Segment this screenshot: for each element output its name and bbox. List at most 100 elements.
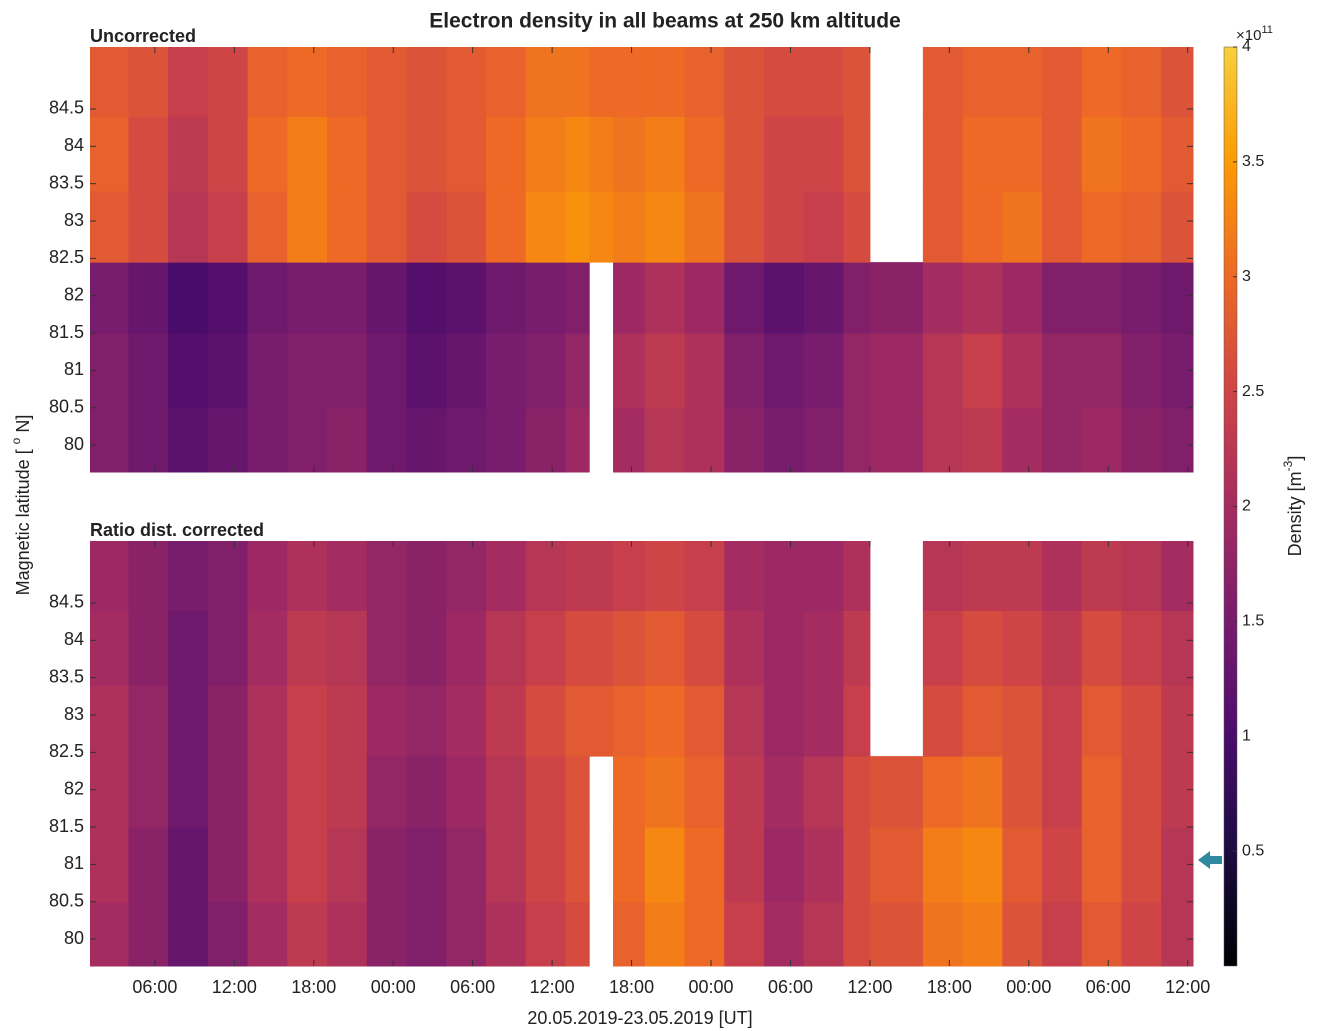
x-tick-label: 12:00 [212, 977, 257, 997]
heatmap-cell [1121, 756, 1162, 828]
heatmap-cell [1081, 610, 1122, 686]
y-tick-label: 81 [64, 359, 84, 379]
y-label-sup: o [9, 437, 23, 444]
heatmap-cell [1121, 407, 1162, 473]
x-tick-label: 06:00 [450, 977, 495, 997]
heatmap-cell [803, 541, 844, 611]
heatmap-cell [366, 333, 407, 409]
x-tick-label: 12:00 [847, 977, 892, 997]
heatmap-cell [287, 756, 328, 828]
heatmap-cell [247, 827, 288, 903]
heatmap-cell [366, 756, 407, 828]
heatmap-cell [684, 541, 725, 611]
heatmap-cell [1081, 262, 1122, 334]
heatmap-cell [724, 116, 765, 192]
heatmap-cell [525, 262, 566, 334]
heatmap-cell [644, 541, 686, 611]
heatmap-cell [962, 333, 1003, 409]
heatmap-cell [525, 191, 566, 263]
y-tick-label: 81.5 [49, 816, 84, 836]
heatmap-cell [922, 47, 964, 117]
heatmap-cell [1161, 116, 1194, 192]
heatmap-cell [1081, 756, 1122, 828]
heatmap-cell [644, 116, 686, 192]
heatmap-cell [922, 262, 964, 334]
heatmap-cell [247, 333, 288, 409]
heatmap-cell [565, 901, 590, 967]
heatmap-cell [565, 262, 590, 334]
heatmap-cell [128, 541, 169, 611]
heatmap-cell [90, 541, 129, 611]
multiplier: ×10 [1236, 27, 1261, 44]
heatmap-cell [1121, 262, 1162, 334]
heatmap-cell [724, 827, 765, 903]
heatmap-cell [803, 116, 844, 192]
heatmap-cell [1081, 333, 1122, 409]
heatmap-cell [1161, 901, 1194, 967]
heatmap-cell [1002, 407, 1043, 473]
heatmap-cell [1002, 47, 1043, 117]
heatmap-cell [1042, 685, 1083, 757]
heatmap-cell [565, 827, 590, 903]
heatmap-cell [525, 827, 566, 903]
heatmap-cell [843, 756, 871, 828]
y-label-text: Magnetic latitude [ [13, 444, 33, 595]
panel-subtitle: Ratio dist. corrected [90, 520, 264, 540]
heatmap-cell [1121, 685, 1162, 757]
heatmap-cell [763, 685, 805, 757]
heatmap-cell [684, 262, 725, 334]
x-tick-label: 06:00 [1086, 977, 1131, 997]
heatmap-cell [446, 901, 487, 967]
x-tick-label: 06:00 [768, 977, 813, 997]
heatmap-cell [366, 191, 407, 263]
heatmap-cell [446, 116, 487, 192]
heatmap-cell [922, 407, 964, 473]
heatmap-cell [327, 116, 368, 192]
heatmap-cell [525, 407, 566, 473]
panel-subtitle: Uncorrected [90, 26, 196, 46]
heatmap-cell [1042, 901, 1083, 967]
heatmap-cell [869, 333, 924, 409]
x-tick-label: 18:00 [291, 977, 336, 997]
heatmap-cell [1121, 827, 1162, 903]
heatmap-cell [1042, 262, 1083, 334]
y-tick-label: 83.5 [49, 666, 84, 686]
heatmap-cell [168, 333, 209, 409]
heatmap-cell [406, 901, 447, 967]
heatmap-cell [803, 262, 844, 334]
heatmap-cell [247, 47, 288, 117]
heatmap-cell [485, 610, 527, 686]
colorbar-tick-label: 2.5 [1242, 383, 1264, 400]
heatmap-cell [90, 191, 129, 263]
heatmap-cell [684, 901, 725, 967]
y-label-text: N] [13, 415, 33, 438]
heatmap-cell [1002, 541, 1043, 611]
heatmap-cell [922, 191, 964, 263]
heatmap-cell [589, 191, 614, 263]
colorbar-label: Density [m-3] [1281, 456, 1305, 557]
heatmap-cell [613, 191, 646, 263]
heatmap-cell [168, 116, 209, 192]
heatmap-cell [1161, 407, 1194, 473]
y-tick-label: 84 [64, 135, 84, 155]
heatmap-cell [128, 901, 169, 967]
heatmap-cell [922, 685, 964, 757]
heatmap-cell [1042, 191, 1083, 263]
heatmap-cell [1002, 901, 1043, 967]
heatmap-cell [1081, 827, 1122, 903]
heatmap-cell [644, 827, 686, 903]
heatmap-cell [446, 610, 487, 686]
heatmap-cell [843, 333, 871, 409]
heatmap-cell [446, 191, 487, 263]
heatmap-cell [247, 407, 288, 473]
heatmap-cell [168, 685, 209, 757]
heatmap-cell [613, 827, 646, 903]
heatmap-cell [168, 610, 209, 686]
heatmap-cell [843, 407, 871, 473]
heatmap-cell [962, 756, 1003, 828]
heatmap-cell [327, 47, 368, 117]
heatmap-cell [589, 47, 614, 117]
heatmap-cell [90, 610, 129, 686]
heatmap-cell [763, 827, 805, 903]
heatmap-cell [565, 191, 590, 263]
